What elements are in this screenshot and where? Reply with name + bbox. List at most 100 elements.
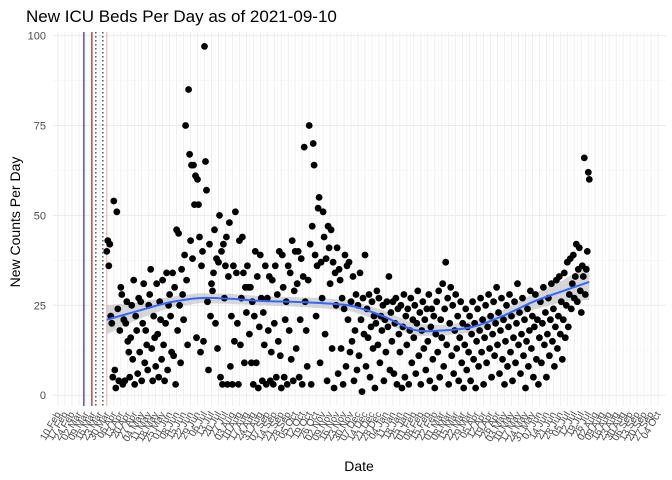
data-point <box>584 168 592 176</box>
data-point <box>250 312 258 320</box>
data-point <box>320 233 328 241</box>
x-axis-title: Date <box>344 458 374 474</box>
data-point <box>518 330 525 338</box>
data-point <box>136 348 144 356</box>
data-point <box>439 280 447 288</box>
data-point <box>558 355 566 363</box>
data-point <box>392 294 400 302</box>
data-point <box>270 319 278 327</box>
data-point <box>277 384 285 392</box>
data-point <box>353 366 361 374</box>
data-point <box>349 273 357 280</box>
data-point <box>510 334 517 342</box>
data-point <box>149 377 157 385</box>
data-point <box>527 287 534 295</box>
data-point <box>564 323 572 331</box>
data-point <box>393 381 401 388</box>
data-point <box>374 341 382 349</box>
data-point <box>310 161 318 169</box>
data-point <box>524 305 531 313</box>
y-tick-label: 50 <box>34 210 46 222</box>
data-point <box>186 150 194 158</box>
data-point <box>535 381 542 388</box>
data-point <box>419 298 427 306</box>
data-point <box>166 291 174 298</box>
data-point <box>255 323 263 331</box>
data-point <box>530 373 537 381</box>
data-point <box>268 276 276 284</box>
data-point <box>479 316 486 324</box>
data-point <box>500 316 507 324</box>
data-point <box>538 359 545 367</box>
data-point <box>542 309 549 316</box>
data-point <box>577 309 585 316</box>
data-point <box>249 381 257 388</box>
chart-title: New ICU Beds Per Day as of 2021-09-10 <box>26 7 337 26</box>
data-point <box>544 330 551 338</box>
data-point <box>281 316 289 324</box>
data-point <box>280 373 288 381</box>
data-point <box>271 262 279 270</box>
data-point <box>547 316 554 324</box>
data-point <box>278 251 286 259</box>
data-point <box>488 373 495 381</box>
data-point <box>497 327 504 334</box>
data-point <box>487 312 494 320</box>
data-point <box>155 373 163 381</box>
data-point <box>444 294 452 302</box>
data-point <box>300 143 308 151</box>
data-point <box>404 305 412 313</box>
data-point <box>252 359 260 367</box>
data-point <box>181 251 189 259</box>
data-point <box>294 248 302 255</box>
data-point <box>421 316 429 324</box>
data-point <box>358 388 366 395</box>
data-point <box>219 381 226 388</box>
data-point <box>465 348 472 356</box>
data-point <box>143 341 151 349</box>
data-point <box>403 341 411 349</box>
data-point <box>316 359 324 367</box>
data-point <box>175 230 183 237</box>
data-point <box>132 312 140 320</box>
data-point <box>351 327 359 334</box>
data-point <box>583 248 591 255</box>
data-point <box>114 305 122 313</box>
data-point <box>416 309 424 316</box>
data-point <box>447 283 455 291</box>
data-point <box>458 359 466 367</box>
data-point <box>195 201 202 209</box>
data-point <box>321 330 329 338</box>
data-point <box>401 373 409 381</box>
data-point <box>338 294 346 302</box>
data-point <box>420 345 428 352</box>
data-point <box>177 359 185 367</box>
data-point <box>163 269 171 277</box>
data-point <box>237 341 244 349</box>
data-point <box>551 363 558 370</box>
data-point <box>427 323 435 331</box>
data-point <box>225 273 232 280</box>
data-point <box>396 348 404 356</box>
data-point <box>395 330 403 338</box>
data-point <box>127 334 135 342</box>
data-point <box>247 283 254 291</box>
data-point <box>339 381 347 388</box>
data-point <box>536 334 543 342</box>
data-point <box>148 345 156 352</box>
data-point <box>198 262 205 270</box>
data-point <box>199 248 206 255</box>
data-point <box>260 341 268 349</box>
data-point <box>567 305 575 313</box>
data-point <box>486 345 493 352</box>
data-point <box>140 280 148 288</box>
data-point <box>450 370 458 377</box>
data-point <box>414 287 422 295</box>
data-point <box>303 363 311 370</box>
data-point <box>308 222 316 230</box>
data-points <box>103 43 593 395</box>
data-point <box>272 373 280 381</box>
data-point <box>417 381 425 388</box>
data-point <box>341 251 349 259</box>
data-point <box>336 276 344 284</box>
